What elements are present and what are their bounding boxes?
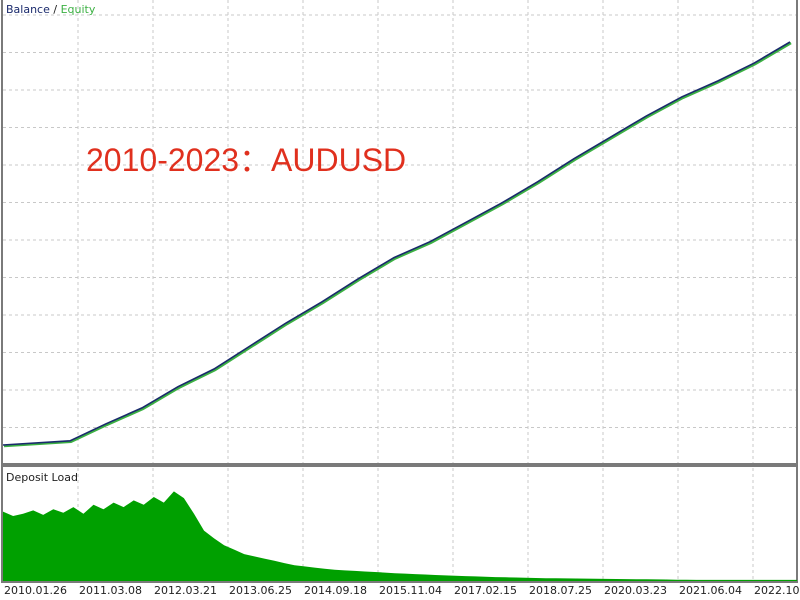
chart-annotation: 2010-2023：AUDUSD <box>86 142 407 178</box>
x-tick-label: 2015.11.04 <box>379 584 442 597</box>
x-tick-label: 2022.10.1 <box>754 584 800 597</box>
x-tick-label: 2013.06.25 <box>229 584 292 597</box>
main-panel-frame <box>1 0 798 465</box>
legend-equity: Equity <box>60 3 96 16</box>
legend: Balance / Equity <box>6 3 95 16</box>
x-tick-label: 2018.07.25 <box>529 584 592 597</box>
deposit-load-area <box>3 491 797 581</box>
x-tick-label: 2020.03.23 <box>604 584 667 597</box>
deposit-panel-frame <box>1 465 798 583</box>
equity-line <box>3 41 792 448</box>
x-tick-label: 2012.03.21 <box>154 584 217 597</box>
x-tick-label: 2021.06.04 <box>679 584 742 597</box>
balance-line <box>2 41 791 446</box>
x-tick-label: 2017.02.15 <box>454 584 517 597</box>
deposit-load-title: Deposit Load <box>6 471 78 484</box>
x-tick-label: 2014.09.18 <box>304 584 367 597</box>
x-tick-label: 2010.01.26 <box>4 584 67 597</box>
x-tick-label: 2011.03.08 <box>79 584 142 597</box>
legend-balance: Balance <box>6 3 50 16</box>
legend-separator: / <box>49 3 61 16</box>
